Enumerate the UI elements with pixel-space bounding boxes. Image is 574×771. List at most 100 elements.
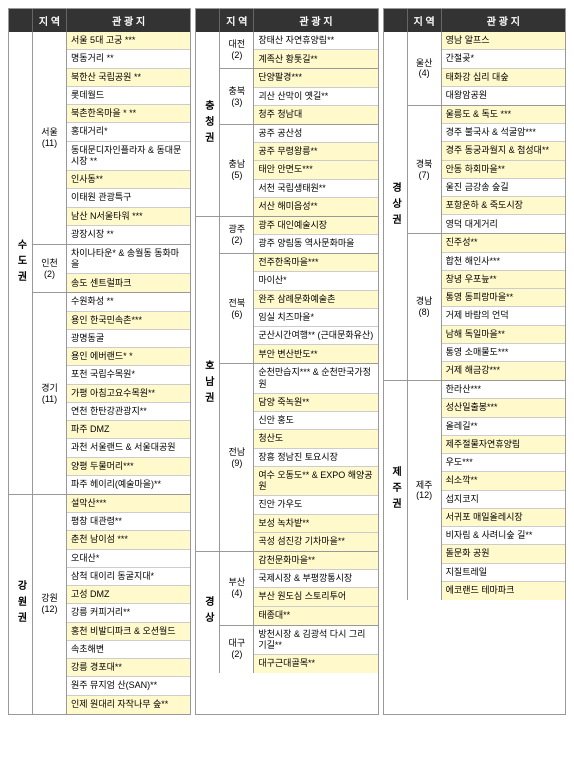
big-region-cell: 경상 [196,552,220,673]
sub-region-cell: 강원(12) [33,495,67,714]
spot-cell: 울진 금강송 숲길 [442,179,565,197]
sub-region-cell: 전남(9) [220,364,254,551]
region-group: 경상권울산(4)영남 알프스간절곶*태화강 십리 대숲대왕암공원경북(7)울릉도… [384,32,565,381]
column-body: 경상권울산(4)영남 알프스간절곶*태화강 십리 대숲대왕암공원경북(7)울릉도… [384,32,565,600]
spot-cell: 남해 독일마을** [442,326,565,344]
sub-group: 부산(4)감천문화마을**국제시장 & 부평깡통시장부산 원도심 스토리투어태종… [220,552,377,626]
spot-cell: 울릉도 & 독도 *** [442,106,565,124]
big-region-cell: 제주권 [384,381,408,600]
spot-cell: 계족산 황톳길** [254,50,377,68]
spot-cell: 전주한옥마을*** [254,254,377,272]
spot-cell: 서천 국립생태원** [254,180,377,198]
spots-list: 서울 5대 고궁 ***명동거리 **북한산 국립공원 **롯데월드북촌한옥마을… [67,32,190,244]
spot-cell: 롯데월드 [67,87,190,105]
spot-cell: 돌문화 공원 [442,545,565,563]
sub-region-cell: 충남(5) [220,125,254,216]
spot-cell: 대구근대골목** [254,655,377,673]
spot-cell: 차이나타운* & 송월동 동화마을 [67,245,190,275]
spot-cell: 간절곶* [442,50,565,68]
column-header: 지 역관 광 지 [384,9,565,32]
big-region-cell: 수도권 [9,32,33,494]
spot-cell: 태안 안면도*** [254,161,377,179]
spot-cell: 합천 해인사*** [442,253,565,271]
spot-cell: 지질트레일 [442,564,565,582]
spot-cell: 원주 뮤지엄 산(SAN)** [67,677,190,695]
spots-list: 한라산***성산일출봉***올레길**제주절물자연휴양림우도***쇠소깍**섭지… [442,381,565,600]
spot-cell: 삼척 대이리 동굴지대* [67,568,190,586]
spot-cell: 거제 바람의 언덕 [442,307,565,325]
sub-group: 인천(2)차이나타운* & 송월동 동화마을송도 센트럴파크 [33,245,190,294]
header-region: 지 역 [408,9,442,32]
table-wrap: 지 역관 광 지수도권서울(11)서울 5대 고궁 ***명동거리 **북한산 … [8,8,566,715]
header-blank [9,9,33,32]
spot-cell: 인제 원대리 자작나무 숲** [67,696,190,714]
column-header: 지 역관 광 지 [196,9,377,32]
sub-group: 울산(4)영남 알프스간절곶*태화강 십리 대숲대왕암공원 [408,32,565,106]
spot-cell: 서울 5대 고궁 *** [67,32,190,50]
sub-region-cell: 제주(12) [408,381,442,600]
spot-cell: 홍천 비발디파크 & 오션월드 [67,623,190,641]
spot-cell: 여수 오동도** & EXPO 해양공원 [254,467,377,497]
spots-list: 영남 알프스간절곶*태화강 십리 대숲대왕암공원 [442,32,565,105]
spots-list: 단양팔경***괴산 산막이 옛길**청주 청남대 [254,69,377,124]
spot-cell: 우도*** [442,454,565,472]
spot-cell: 감천문화마을** [254,552,377,570]
spot-cell: 성산일출봉*** [442,399,565,417]
spot-cell: 명동거리 ** [67,50,190,68]
sub-region-cell: 전북(6) [220,254,254,363]
column-body: 충청권대전(2)장태산 자연휴양림**계족산 황톳길**충북(3)단양팔경***… [196,32,377,673]
spot-cell: 신안 홍도 [254,412,377,430]
spot-cell: 가평 아침고요수목원** [67,385,190,403]
spot-cell: 포천 국립수목원* [67,366,190,384]
spots-list: 전주한옥마을***마이산*완주 삼례문화예술촌임실 치즈마을*군산시간여행** … [254,254,377,363]
spots-list: 순천만습지*** & 순천만국가정원담양 죽녹원**신안 홍도청산도장흥 정남진… [254,364,377,551]
spot-cell: 홍대거리* [67,123,190,141]
sub-region-cell: 부산(4) [220,552,254,625]
spot-cell: 제주절물자연휴양림 [442,436,565,454]
spot-cell: 강릉 경포대** [67,659,190,677]
spot-cell: 양평 두물머리*** [67,458,190,476]
spot-cell: 순천만습지*** & 순천만국가정원 [254,364,377,394]
sub-region-cell: 인천(2) [33,245,67,293]
spot-cell: 장흥 정남진 토요시장 [254,449,377,467]
sub-region-cell: 서울(11) [33,32,67,244]
spot-cell: 영남 알프스 [442,32,565,50]
sub-group: 전남(9)순천만습지*** & 순천만국가정원담양 죽녹원**신안 홍도청산도장… [220,364,377,551]
spot-cell: 섭지코지 [442,491,565,509]
spots-list: 감천문화마을**국제시장 & 부평깡통시장부산 원도심 스토리투어태종대** [254,552,377,625]
spot-cell: 과천 서울랜드 & 서울대공원 [67,439,190,457]
column: 지 역관 광 지경상권울산(4)영남 알프스간절곶*태화강 십리 대숲대왕암공원… [383,8,566,715]
spot-cell: 올레길** [442,418,565,436]
spot-cell: 송도 센트럴파크 [67,274,190,292]
big-region-cell: 충청권 [196,32,220,216]
spot-cell: 군산시간여행** (근대문화유산) [254,327,377,345]
spot-cell: 태종대** [254,607,377,625]
sub-group: 충북(3)단양팔경***괴산 산막이 옛길**청주 청남대 [220,69,377,125]
spot-cell: 북한산 국립공원 ** [67,69,190,87]
spot-cell: 공주 공산성 [254,125,377,143]
sub-group: 강원(12)설악산***평창 대관령**춘천 남이섬 ***오대산*삼척 대이리… [33,495,190,714]
region-group: 경상부산(4)감천문화마을**국제시장 & 부평깡통시장부산 원도심 스토리투어… [196,552,377,673]
spot-cell: 평창 대관령** [67,513,190,531]
spot-cell: 고성 DMZ [67,586,190,604]
column: 지 역관 광 지충청권대전(2)장태산 자연휴양림**계족산 황톳길**충북(3… [195,8,378,715]
column-body: 수도권서울(11)서울 5대 고궁 ***명동거리 **북한산 국립공원 **롯… [9,32,190,714]
spots-list: 공주 공산성공주 무령왕릉**태안 안면도***서천 국립생태원**서산 해미읍… [254,125,377,216]
sub-region-cell: 경남(8) [408,234,442,380]
spot-cell: 영덕 대게거리 [442,215,565,233]
spot-cell: 광명동굴 [67,330,190,348]
region-group: 제주권제주(12)한라산***성산일출봉***올레길**제주절물자연휴양림우도*… [384,381,565,600]
header-blank [196,9,220,32]
spot-cell: 단양팔경*** [254,69,377,87]
spot-cell: 진안 가우도 [254,496,377,514]
spot-cell: 진주성** [442,234,565,252]
sub-group: 전북(6)전주한옥마을***마이산*완주 삼례문화예술촌임실 치즈마을*군산시간… [220,254,377,364]
spot-cell: 수원화성 ** [67,293,190,311]
spots-list: 광주 대인예술시장광주 양림동 역사문화마을 [254,217,377,253]
spot-cell: 포항운하 & 죽도시장 [442,197,565,215]
big-region-cell: 강원권 [9,495,33,714]
spot-cell: 이태원 관광특구 [67,189,190,207]
spot-cell: 동대문디자인플라자 & 동대문시장 ** [67,142,190,172]
spot-cell: 곡성 섬진강 기차마을** [254,533,377,551]
sub-group: 대구(2)방천시장 & 김광석 다시 그리기길**대구근대골목** [220,626,377,674]
